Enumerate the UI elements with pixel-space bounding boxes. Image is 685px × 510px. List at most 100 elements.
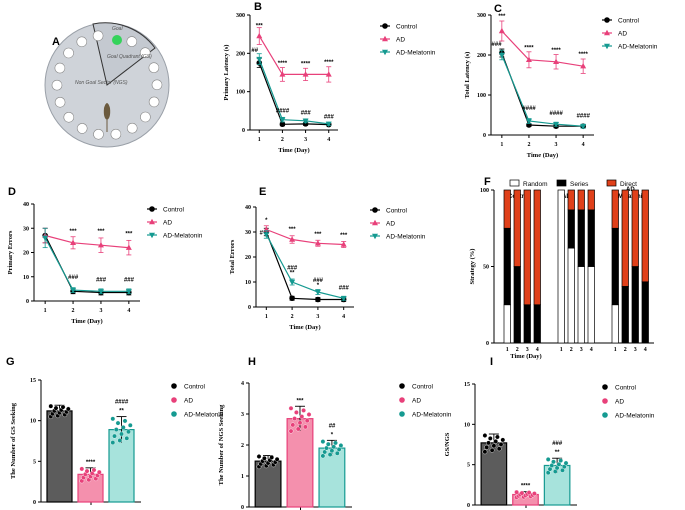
marker-ad-melatonin	[256, 56, 263, 63]
data-point	[127, 422, 133, 428]
significance-label: ###	[68, 275, 79, 281]
legend-label: AD	[386, 221, 395, 228]
maze-hole	[54, 62, 66, 74]
maze-hole	[126, 36, 138, 47]
data-point	[290, 422, 296, 428]
data-point	[487, 435, 493, 441]
legend-swatch	[399, 383, 405, 389]
significance-label: ****	[521, 484, 531, 490]
significance-label: ***	[125, 232, 133, 238]
data-point	[113, 427, 119, 432]
stack-segment-direct	[577, 189, 585, 211]
marker-control	[604, 17, 610, 23]
data-point	[333, 440, 338, 446]
y-axis-label: Total Errors	[229, 239, 236, 274]
x-tick-label: 4	[327, 137, 330, 143]
y-tick-label: 40	[245, 205, 251, 211]
x-tick-label: 1	[614, 347, 617, 353]
stack-segment-direct	[611, 189, 619, 229]
data-point	[320, 453, 326, 459]
y-tick-label: 10	[30, 419, 36, 425]
stack-segment-direct	[503, 189, 511, 229]
marker-ad	[340, 241, 347, 247]
y-tick-label: 20	[245, 255, 251, 261]
maze-hole	[92, 30, 104, 42]
data-point	[498, 441, 504, 447]
data-point	[494, 434, 500, 440]
y-axis-label: GS/NGS	[444, 432, 451, 456]
maze-hole	[76, 123, 88, 134]
data-point	[496, 446, 502, 452]
panel-letter: D	[8, 186, 16, 198]
significance-label: ***	[296, 398, 304, 404]
x-tick-label: 1	[265, 314, 268, 320]
marker-ad	[97, 242, 104, 248]
marker-ad	[314, 240, 321, 246]
data-point	[338, 443, 344, 448]
data-point	[112, 433, 117, 439]
chart-i: I051015GS/NGS******###ControlADAD-Melato…	[444, 356, 655, 509]
legend-swatch	[509, 179, 520, 187]
y-tick-label: 3	[241, 412, 244, 418]
significance-label: ###	[339, 286, 350, 292]
marker-ad	[149, 218, 155, 225]
series-line-ad-melatonin	[44, 237, 129, 292]
y-axis-label: The Number of GS Seeking	[10, 402, 17, 479]
y-tick-label: 40	[23, 202, 29, 208]
data-point	[325, 441, 331, 447]
y-tick-label: 10	[464, 422, 470, 428]
legend-label: Series	[570, 181, 589, 188]
y-tick-label: 4	[241, 381, 244, 387]
significance-label: ***	[498, 14, 506, 20]
significance-label: ###	[552, 441, 563, 447]
y-tick-label: 0	[483, 133, 486, 139]
x-tick-label: 2	[624, 347, 627, 353]
marker-control	[372, 207, 378, 213]
significance-label: ****	[578, 52, 588, 58]
y-tick-label: 300	[477, 13, 486, 19]
data-point	[79, 466, 85, 472]
significance-label: #	[259, 231, 263, 237]
y-tick-label: 0	[33, 500, 36, 506]
y-tick-label: 0	[26, 299, 29, 305]
stack-segment-series	[523, 304, 531, 344]
data-point	[110, 416, 116, 422]
marker-ad-melatonin	[263, 232, 270, 238]
y-tick-label: 30	[245, 230, 251, 236]
series-line-control	[258, 62, 329, 126]
legend-swatch	[602, 412, 608, 418]
maze-hole	[148, 62, 160, 73]
data-point	[491, 443, 497, 449]
legend-label: AD	[396, 37, 405, 44]
marker-ad-melatonin	[125, 289, 132, 295]
legend-swatch	[171, 411, 177, 417]
maze-hole	[76, 36, 88, 48]
significance-label: ****	[86, 460, 96, 466]
stack-segment-series	[611, 227, 619, 306]
y-tick-label: 300	[236, 13, 245, 19]
legend-label: Random	[523, 181, 548, 188]
x-tick-label: 3	[316, 314, 319, 320]
data-point	[126, 429, 131, 435]
legend-label: Control	[396, 24, 418, 31]
y-tick-label: 0	[467, 503, 470, 509]
data-point	[489, 447, 495, 453]
y-tick-label: 0	[242, 128, 245, 134]
stack-segment-series	[513, 266, 521, 344]
data-point	[482, 449, 488, 455]
x-tick-label: 2	[281, 137, 284, 143]
data-point	[293, 409, 299, 415]
marker-ad-melatonin	[553, 122, 560, 128]
stack-segment-series	[533, 304, 541, 344]
data-point	[519, 490, 525, 496]
data-point	[122, 418, 128, 424]
significance-label: ###	[287, 266, 298, 272]
panel-letter: C	[494, 3, 502, 15]
x-tick-label: 3	[304, 137, 307, 143]
x-tick-label: 4	[590, 347, 593, 353]
marker-ad	[553, 58, 560, 64]
stack-segment-direct	[631, 189, 639, 267]
